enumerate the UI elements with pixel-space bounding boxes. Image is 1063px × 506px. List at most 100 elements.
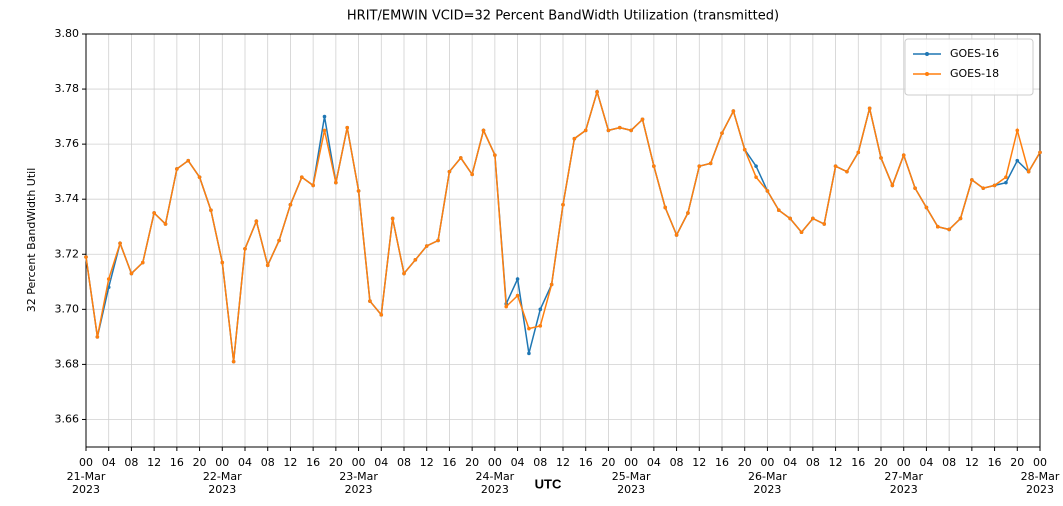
data-point — [447, 169, 452, 174]
data-point — [527, 351, 531, 356]
legend-box — [904, 38, 1034, 96]
data-point — [572, 136, 577, 141]
x-tick-label: 12 — [283, 456, 297, 469]
data-point — [515, 277, 520, 281]
data-point — [731, 109, 736, 113]
data-point — [493, 153, 497, 157]
data-point — [856, 150, 861, 155]
x-tick-label: 16 — [306, 456, 320, 469]
data-point — [186, 158, 191, 163]
data-point — [958, 216, 963, 221]
data-point — [935, 224, 940, 229]
x-tick-label: 12 — [420, 456, 434, 469]
data-point — [220, 260, 225, 265]
x-tick-label: 16 — [715, 456, 729, 469]
x-tick-label: 04 — [919, 456, 933, 469]
x-tick-label: 12 — [147, 456, 161, 469]
data-point — [175, 167, 179, 171]
data-point — [527, 326, 531, 331]
x-tick-label: 20 — [874, 456, 888, 469]
x-tick-label: 00 — [215, 456, 229, 469]
data-point — [1038, 150, 1042, 155]
x-tick-label: 00 — [760, 456, 774, 469]
data-point — [1004, 175, 1008, 179]
x-tick-label: 08 — [806, 456, 820, 469]
data-point — [595, 90, 599, 94]
data-point — [254, 219, 259, 224]
data-point — [561, 202, 565, 207]
legend-marker — [925, 72, 929, 76]
x-tick-label: 12 — [829, 456, 843, 469]
x-tick-label: 08 — [124, 456, 138, 469]
data-point — [788, 216, 792, 221]
data-point — [515, 293, 520, 298]
data-point — [504, 304, 509, 309]
data-point — [708, 161, 713, 166]
chart-title: HRIT/EMWIN VCID=32 Percent BandWidth Uti… — [347, 9, 779, 24]
data-point — [322, 114, 327, 119]
data-point — [1015, 128, 1020, 133]
data-point — [799, 230, 804, 235]
y-tick-label: 3.80 — [55, 27, 80, 40]
data-point — [322, 128, 327, 133]
data-point — [413, 257, 418, 262]
x-tick-label: 12 — [692, 456, 706, 469]
data-point — [970, 178, 974, 182]
x-tick-label: 08 — [397, 456, 411, 469]
data-point — [549, 282, 554, 287]
x-date-label: 21-Mar 2023 — [67, 470, 106, 496]
x-tick-label: 00 — [624, 456, 638, 469]
data-point — [981, 186, 986, 190]
y-tick-label: 3.74 — [55, 192, 80, 205]
x-tick-label: 16 — [988, 456, 1002, 469]
x-tick-label: 08 — [261, 456, 275, 469]
y-tick-label: 3.68 — [55, 357, 80, 370]
x-tick-label: 12 — [965, 456, 979, 469]
x-date-label: 24-Mar 2023 — [475, 470, 514, 496]
plot-frame — [85, 33, 1041, 448]
legend-label: GOES-16 — [950, 47, 999, 60]
data-point — [697, 164, 702, 168]
x-date-label: 27-Mar 2023 — [884, 470, 923, 496]
x-tick-label: 04 — [374, 456, 388, 469]
data-point — [617, 125, 622, 130]
x-tick-label: 20 — [193, 456, 207, 469]
data-point — [209, 208, 213, 213]
data-point — [458, 156, 463, 160]
legend-label: GOES-18 — [950, 67, 999, 80]
x-date-label: 25-Mar 2023 — [612, 470, 651, 496]
x-tick-label: 00 — [488, 456, 502, 469]
x-tick-label: 08 — [533, 456, 547, 469]
x-tick-label: 00 — [1033, 456, 1047, 469]
data-point — [879, 156, 883, 160]
y-axis-label: 32 Percent BandWidth Util — [25, 168, 38, 313]
data-point — [629, 128, 633, 133]
data-point — [606, 128, 611, 133]
data-point — [901, 153, 906, 157]
x-tick-label: 20 — [465, 456, 479, 469]
data-point — [299, 175, 304, 179]
data-point — [992, 183, 997, 188]
x-tick-label: 16 — [851, 456, 865, 469]
x-tick-label: 16 — [579, 456, 593, 469]
data-point — [845, 169, 849, 174]
data-point — [765, 189, 770, 193]
x-tick-label: 04 — [102, 456, 116, 469]
x-axis-label: UTC — [535, 476, 562, 491]
data-point — [424, 244, 429, 248]
data-point — [265, 263, 270, 268]
data-point — [402, 271, 406, 276]
data-point — [652, 164, 656, 168]
x-tick-label: 00 — [352, 456, 366, 469]
data-point — [686, 211, 690, 215]
y-tick-label: 3.72 — [55, 247, 80, 260]
data-point — [390, 216, 395, 221]
data-point — [890, 183, 895, 188]
data-point — [106, 277, 111, 281]
data-point — [674, 233, 679, 237]
data-point — [436, 238, 440, 243]
y-tick-label: 3.66 — [55, 412, 80, 425]
x-tick-label: 08 — [942, 456, 956, 469]
data-point — [1026, 169, 1031, 174]
data-point — [356, 189, 361, 193]
